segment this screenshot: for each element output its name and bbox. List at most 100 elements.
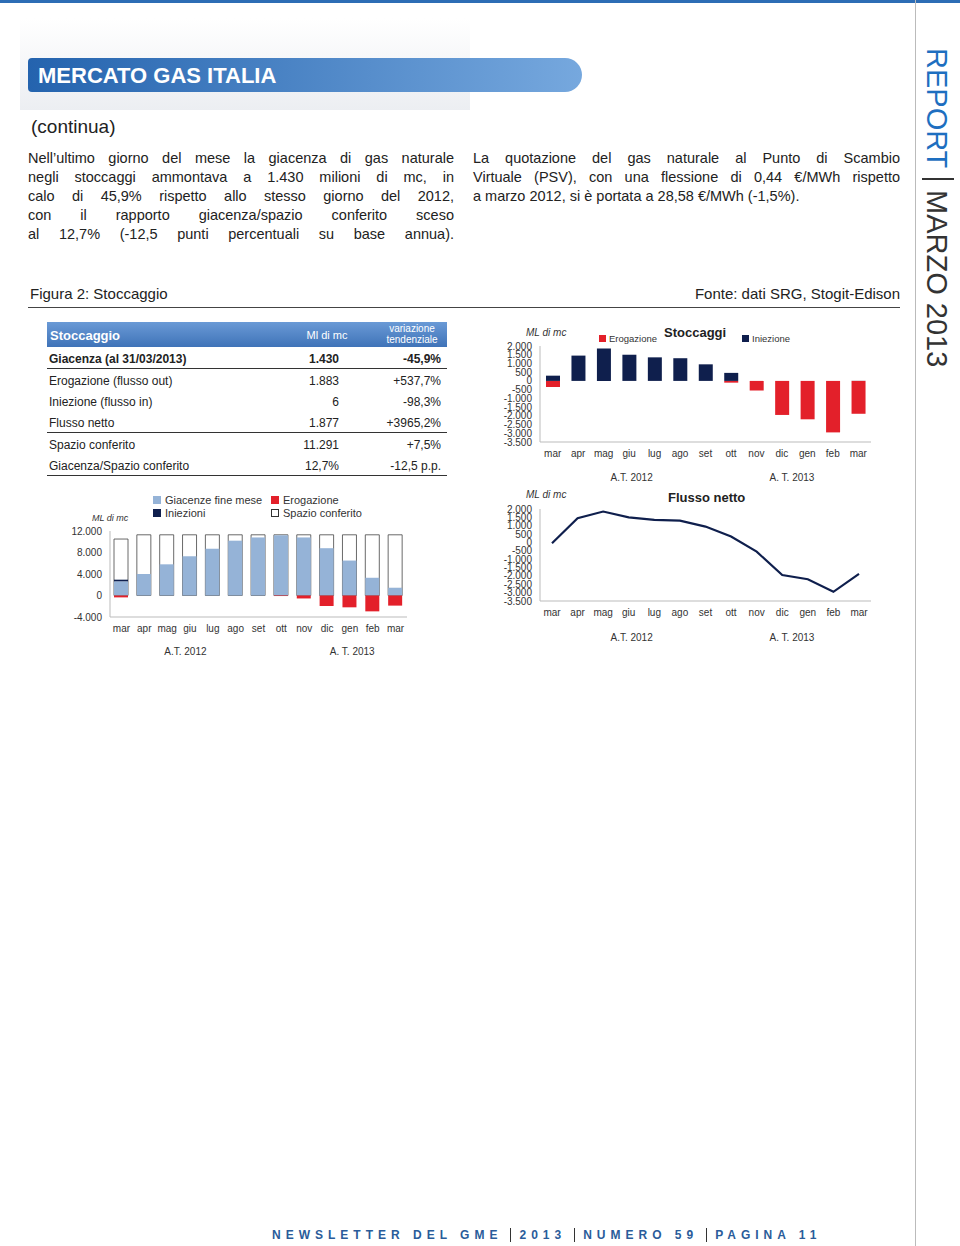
- html-text:Giacenze fine mese: Giacenze fine mese: [165, 494, 263, 506]
- svg-text:set: set: [252, 623, 266, 634]
- html-text:+7,5%: +7,5%: [406, 438, 441, 452]
- svg-text:ago: ago: [672, 607, 689, 618]
- html-text:Flusso netto: Flusso netto: [49, 416, 115, 430]
- svg-text:dic: dic: [775, 448, 788, 459]
- svg-text:mag: mag: [157, 623, 176, 634]
- svg-text:4.000: 4.000: [77, 569, 102, 580]
- html-text:Ml di mc: Ml di mc: [306, 329, 348, 341]
- svg-text:2.000: 2.000: [507, 341, 532, 352]
- html-text:Figura 2: Stoccaggio: Figura 2: Stoccaggio: [30, 285, 168, 302]
- html-text:2013: 2013: [519, 1228, 567, 1242]
- svg-text:giu: giu: [183, 623, 196, 634]
- svg-text:mar: mar: [544, 448, 562, 459]
- svg-text:dic: dic: [321, 623, 334, 634]
- svg-text:lug: lug: [648, 607, 661, 618]
- html-text:+537,7%: +537,7%: [393, 374, 441, 388]
- html-text:NUMERO 59: NUMERO 59: [583, 1228, 699, 1242]
- html-text:variazione tendenziale: variazione tendenziale: [386, 323, 438, 345]
- svg-text:mar: mar: [543, 607, 561, 618]
- html-text:Stoccaggio: Stoccaggio: [50, 328, 121, 343]
- svg-text:ott: ott: [725, 448, 736, 459]
- svg-text:-500: -500: [512, 384, 532, 396]
- svg-text:8.000: 8.000: [77, 547, 102, 558]
- svg-text:-3.000: -3.000: [503, 427, 532, 439]
- html-text:-45,9%: -45,9%: [403, 352, 441, 366]
- svg-text:gen: gen: [799, 448, 816, 459]
- html-text:+3965,2%: +3965,2%: [386, 416, 441, 430]
- html-text:1.430: 1.430: [309, 352, 339, 366]
- html-text:Flusso netto: Flusso netto: [668, 490, 746, 505]
- svg-text:ago: ago: [227, 623, 244, 634]
- html-text:MERCATO GAS ITALIA: MERCATO GAS ITALIA: [38, 63, 277, 88]
- html-text:NEWSLETTER DEL GME: NEWSLETTER DEL GME: [272, 1228, 503, 1242]
- svg-text:giu: giu: [622, 448, 635, 459]
- svg-text:2.000: 2.000: [507, 504, 532, 515]
- html-text:La quotazione del gas naturale: La quotazione del gas naturale al Punto …: [473, 150, 900, 166]
- svg-text:mar: mar: [113, 623, 131, 634]
- html-text:Nell’ultimo giorno del mese la: Nell’ultimo giorno del mese la giacenza …: [28, 150, 454, 166]
- svg-text:ott: ott: [726, 607, 737, 618]
- svg-text:apr: apr: [570, 607, 585, 618]
- html-text:Giacenza (al 31/03/2013): Giacenza (al 31/03/2013): [49, 352, 187, 366]
- svg-text:mar: mar: [387, 623, 405, 634]
- svg-text:nov: nov: [748, 448, 764, 459]
- svg-text:-3.500: -3.500: [503, 436, 532, 448]
- html-text:negli stoccaggi ammontava a 1.: negli stoccaggi ammontava a 1.430 milion…: [28, 169, 454, 185]
- svg-text:nov: nov: [749, 607, 765, 618]
- html-text:PAGINA 11: PAGINA 11: [715, 1228, 822, 1242]
- svg-text:ago: ago: [672, 448, 689, 459]
- svg-text:apr: apr: [571, 448, 586, 459]
- html-text:Fonte: dati SRG, Stogit-Edison: Fonte: dati SRG, Stogit-Edison: [694, 285, 900, 302]
- svg-text:set: set: [699, 607, 713, 618]
- html-text:Stoccaggi: Stoccaggi: [664, 325, 727, 340]
- html-text:REPORT: REPORT: [921, 48, 953, 169]
- svg-text:-4.000: -4.000: [74, 612, 103, 623]
- svg-text:nov: nov: [296, 623, 312, 634]
- html-text:a marzo 2012, si è portata a 2: a marzo 2012, si è portata a 28,58 €/MWh…: [473, 188, 800, 204]
- svg-text:apr: apr: [137, 623, 152, 634]
- html-text:Giacenza/Spazio conferito: Giacenza/Spazio conferito: [49, 459, 190, 473]
- svg-text:giu: giu: [622, 607, 635, 618]
- svg-text:500: 500: [515, 366, 532, 378]
- html-text:1.883: 1.883: [309, 374, 339, 388]
- html-text:MARZO 2013: MARZO 2013: [921, 190, 953, 368]
- svg-text:lug: lug: [648, 448, 661, 459]
- svg-text:-2.500: -2.500: [503, 419, 532, 431]
- svg-text:0: 0: [96, 590, 102, 601]
- svg-text:mag: mag: [593, 607, 612, 618]
- svg-text:ott: ott: [276, 623, 287, 634]
- html-text:-98,3%: -98,3%: [403, 395, 441, 409]
- html-text:al 12,7% (-12,5 punti percentu: al 12,7% (-12,5 punti percentuali su bas…: [28, 226, 454, 242]
- html-text:Spazio conferito: Spazio conferito: [49, 438, 136, 452]
- svg-text:lug: lug: [206, 623, 219, 634]
- svg-text:-1.500: -1.500: [503, 401, 532, 413]
- html-text:Erogazione: Erogazione: [283, 494, 339, 506]
- svg-text:-1.000: -1.000: [503, 392, 532, 404]
- svg-text:-3.500: -3.500: [503, 595, 532, 607]
- svg-text:mar: mar: [850, 448, 868, 459]
- svg-text:dic: dic: [776, 607, 789, 618]
- html-text:11.291: 11.291: [303, 438, 339, 452]
- html-text:Iniezioni: Iniezioni: [165, 507, 206, 519]
- html-text:(continua): (continua): [31, 116, 116, 137]
- html-text:12,7%: 12,7%: [305, 459, 339, 473]
- html-text:Virtuale (PSV), con una flessi: Virtuale (PSV), con una flessione di 0,4…: [473, 169, 900, 185]
- html-text:-12,5 p.p.: -12,5 p.p.: [390, 459, 441, 473]
- svg-text:gen: gen: [342, 623, 359, 634]
- svg-text:feb: feb: [826, 607, 840, 618]
- svg-text:mar: mar: [850, 607, 868, 618]
- svg-text:-2.000: -2.000: [503, 410, 532, 422]
- svg-text:feb: feb: [826, 448, 840, 459]
- svg-text:1.500: 1.500: [507, 349, 532, 361]
- svg-text:set: set: [699, 448, 713, 459]
- html-text:Iniezione (flusso in): Iniezione (flusso in): [49, 395, 153, 409]
- html-text:calo di 45,9% rispetto allo st: calo di 45,9% rispetto allo stesso giorn…: [28, 188, 454, 204]
- html-text:1.877: 1.877: [309, 416, 339, 430]
- svg-text:gen: gen: [799, 607, 816, 618]
- svg-text:12.000: 12.000: [71, 526, 102, 537]
- html-text:Erogazione (flusso out): Erogazione (flusso out): [49, 374, 173, 388]
- html-text:con il rapporto giacenza/spazi: con il rapporto giacenza/spazio conferit…: [28, 207, 454, 223]
- svg-text:mag: mag: [594, 448, 613, 459]
- svg-text:feb: feb: [366, 623, 380, 634]
- html-text:Spazio conferito: Spazio conferito: [283, 507, 362, 519]
